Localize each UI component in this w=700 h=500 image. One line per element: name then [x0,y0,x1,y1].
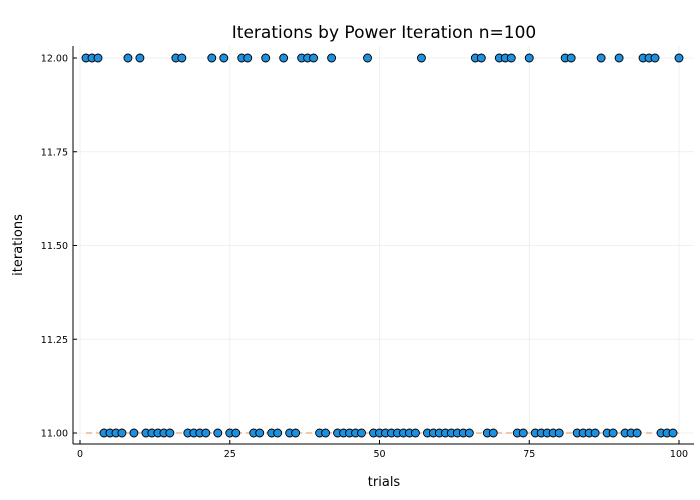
data-points [81,53,684,438]
data-point [668,428,678,438]
data-point [488,428,498,438]
chart-title: Iterations by Power Iteration n=100 [232,23,536,43]
data-point [177,53,187,63]
data-point [363,53,372,63]
axes [72,46,694,445]
data-point [524,53,534,63]
data-point [231,428,241,438]
data-point [93,53,103,63]
x-tick-label: 0 [77,449,83,460]
data-point [117,428,127,438]
data-point [213,428,223,438]
data-point [506,53,516,63]
data-point [207,53,217,63]
y-tick-label: 12.00 [41,54,68,65]
data-point [309,53,319,63]
data-point [518,428,528,438]
x-tick-label: 25 [224,449,236,460]
ticks: 0 25 50 75 100 11.00 11.25 11.50 11.75 12.00 [41,54,688,461]
y-tick-label: 11.50 [41,241,68,252]
x-tick-label: 100 [670,449,688,460]
grid [73,46,694,444]
data-point [273,428,283,438]
data-point [357,428,366,438]
y-tick-label: 11.25 [41,335,68,346]
data-point [416,53,426,63]
y-axis-label: iterations [11,214,26,276]
data-point [596,53,606,63]
data-point [632,428,642,438]
x-tick-label: 75 [523,449,535,460]
data-point [327,53,337,63]
x-tick-label: 50 [373,449,385,460]
data-point [165,428,175,438]
data-point [674,53,684,63]
y-tick-label: 11.00 [41,429,68,440]
data-point [321,428,331,438]
data-point [129,428,139,438]
data-point [261,53,271,63]
data-point [590,428,600,438]
data-point [476,53,486,63]
data-point [608,428,618,438]
x-axis-label: trials [368,475,401,490]
data-point [219,53,229,63]
data-point [123,53,133,63]
data-point [255,428,265,438]
y-tick-label: 11.75 [41,147,68,158]
data-point [279,53,289,63]
data-point [291,428,301,438]
data-point [464,428,474,438]
data-point [566,53,576,63]
data-point [243,53,253,63]
data-point [650,53,660,63]
data-point [135,53,145,63]
data-point [201,428,211,438]
data-point [614,53,624,63]
data-point [554,428,564,438]
data-point [410,428,420,438]
